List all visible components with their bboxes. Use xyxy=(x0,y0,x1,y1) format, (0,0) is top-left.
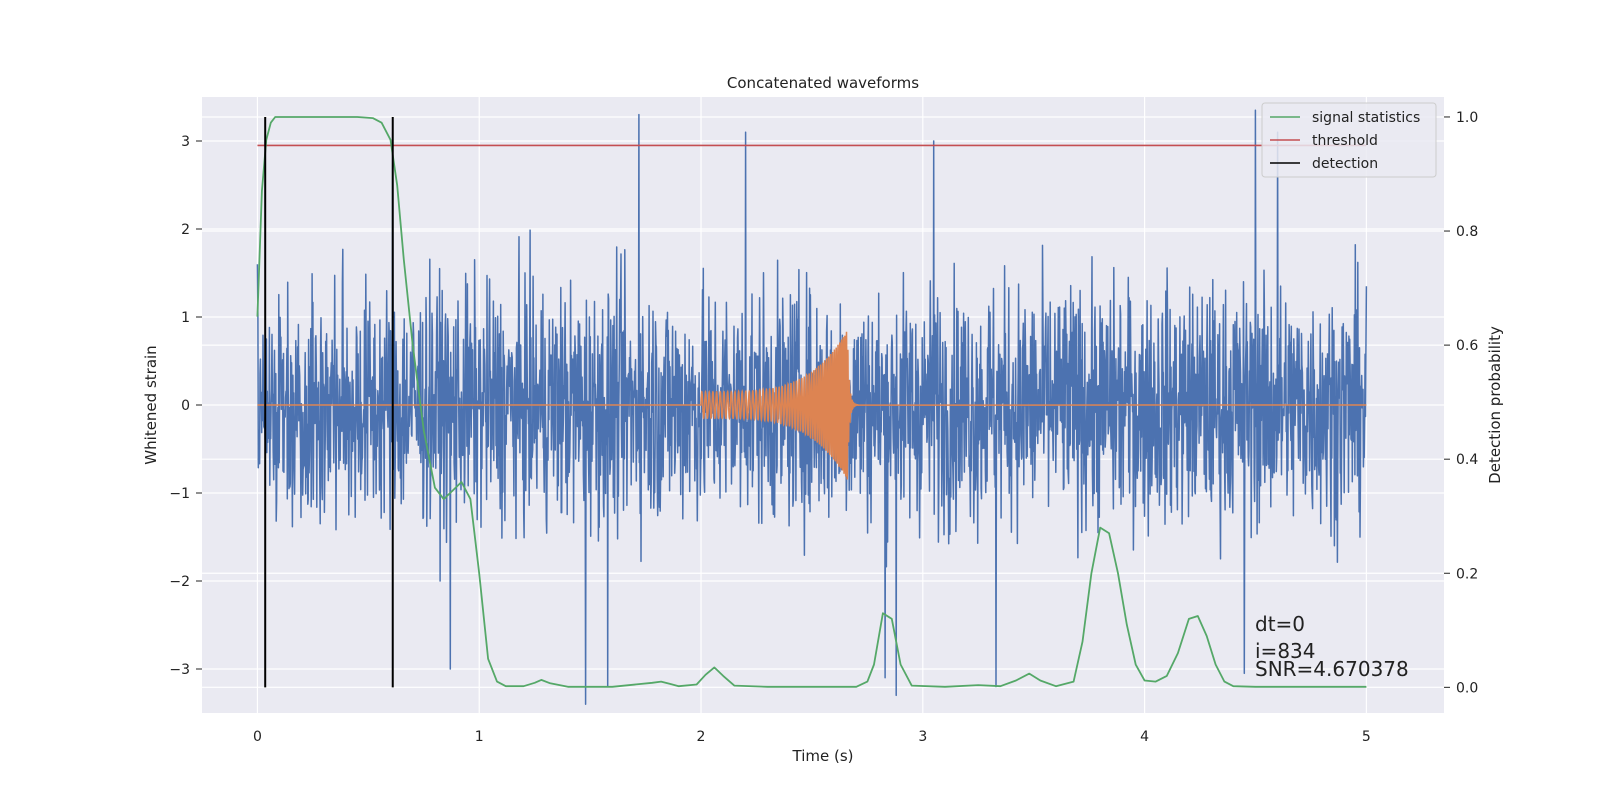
y-axis-right-label: Detection probability xyxy=(1486,326,1504,484)
x-tick-label: 0 xyxy=(253,729,262,745)
y-tick-label: −2 xyxy=(169,574,190,590)
y-right-tick-label: 1.0 xyxy=(1456,110,1478,126)
y-right-tick-label: 0.0 xyxy=(1456,680,1478,696)
annotation-dt: dt=0 xyxy=(1255,612,1305,636)
chart-title: Concatenated waveforms xyxy=(727,74,919,92)
y-tick-label: 2 xyxy=(181,222,190,238)
x-tick-label: 2 xyxy=(697,729,706,745)
y-right-tick-label: 0.2 xyxy=(1456,566,1478,582)
y-tick-label: −1 xyxy=(169,486,190,502)
annotation-i: i=834 xyxy=(1255,639,1316,663)
y-right-tick-label: 0.6 xyxy=(1456,338,1478,354)
y-ticks-right: 1.0 0.8 0.6 0.4 0.2 0.0 xyxy=(1444,110,1478,696)
y-right-tick-label: 0.4 xyxy=(1456,452,1478,468)
y-tick-label: 3 xyxy=(181,134,190,150)
x-tick-label: 1 xyxy=(475,729,484,745)
y-tick-label: −3 xyxy=(169,662,190,678)
x-tick-label: 4 xyxy=(1140,729,1149,745)
signal-statistics-curve xyxy=(256,116,1367,688)
y-tick-label: 1 xyxy=(181,310,190,326)
y-axis-label: Whitened strain xyxy=(142,345,160,464)
legend-label-detection: detection xyxy=(1312,156,1378,172)
legend-label-threshold: threshold xyxy=(1312,133,1378,149)
y-tick-label: 0 xyxy=(181,398,190,414)
y-ticks-left: 3 2 1 0 −1 −2 −3 xyxy=(169,134,202,678)
x-ticks: 0 1 2 3 4 5 xyxy=(253,729,1371,745)
x-tick-label: 5 xyxy=(1362,729,1371,745)
legend-box xyxy=(1261,102,1437,178)
annotation-snr: SNR=4.670378 xyxy=(1255,657,1409,681)
legend: signal statistics threshold detection xyxy=(1261,102,1437,178)
y-right-tick-label: 0.8 xyxy=(1456,224,1478,240)
legend-label-signal-statistics: signal statistics xyxy=(1312,110,1420,126)
x-tick-label: 3 xyxy=(918,729,927,745)
x-axis-label: Time (s) xyxy=(792,747,854,765)
injected-waveform-trace xyxy=(257,331,1367,480)
traces xyxy=(256,109,1368,705)
